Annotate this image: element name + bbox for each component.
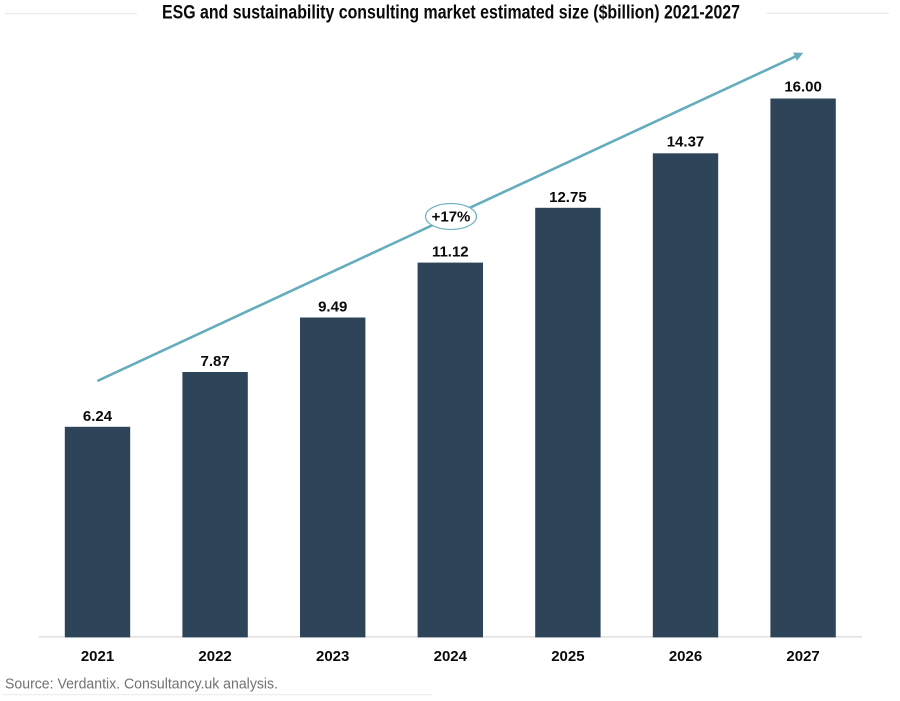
svg-text:11.12: 11.12: [432, 244, 469, 261]
svg-text:2022: 2022: [198, 648, 231, 665]
svg-text:2021: 2021: [81, 648, 114, 665]
svg-text:2027: 2027: [786, 648, 819, 665]
svg-text:9.49: 9.49: [318, 299, 347, 316]
svg-text:12.75: 12.75: [549, 189, 587, 206]
svg-text:7.87: 7.87: [200, 353, 229, 370]
svg-text:ESG and sustainability consult: ESG and sustainability consulting market…: [162, 2, 740, 23]
svg-text:16.00: 16.00: [784, 79, 822, 96]
svg-text:Source: Verdantix. Consultancy: Source: Verdantix. Consultancy.uk analys…: [5, 676, 278, 693]
svg-text:14.37: 14.37: [667, 134, 705, 151]
svg-text:+17%: +17%: [432, 209, 471, 226]
svg-text:2024: 2024: [434, 648, 468, 665]
svg-text:2026: 2026: [669, 648, 702, 665]
svg-text:6.24: 6.24: [83, 408, 113, 425]
svg-text:2023: 2023: [316, 648, 349, 665]
svg-text:2025: 2025: [551, 648, 584, 665]
